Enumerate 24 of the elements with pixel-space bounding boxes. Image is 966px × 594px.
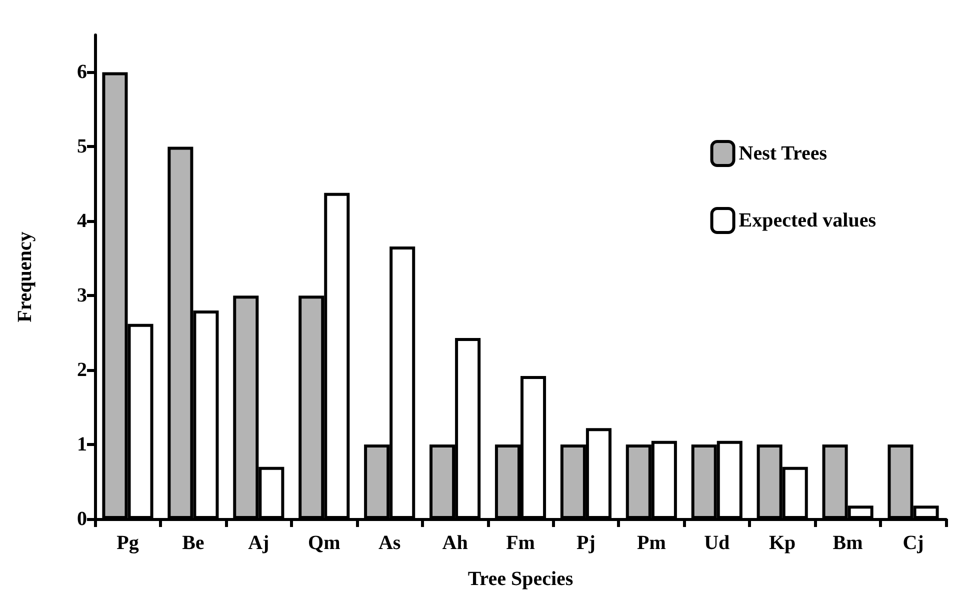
x-tick-label: Pg	[116, 532, 139, 554]
x-tick-label: Be	[182, 532, 204, 554]
y-axis-title: Frequency	[14, 232, 36, 322]
y-tick-label: 3	[77, 284, 87, 307]
x-axis-title: Tree Species	[468, 568, 574, 590]
y-tick-label: 4	[77, 210, 87, 232]
y-tick-label: 5	[77, 136, 87, 158]
x-tick-label: Kp	[769, 532, 796, 554]
x-tick-label: Aj	[248, 532, 270, 554]
x-tick-label: Ah	[442, 532, 468, 554]
x-tick-label: Bm	[832, 532, 864, 554]
legend-label: Expected values	[738, 210, 876, 232]
x-tick-label: Ud	[704, 532, 730, 554]
x-tick-label: Cj	[902, 532, 924, 554]
x-tick-label: As	[378, 532, 401, 554]
y-tick-label: 1	[77, 434, 87, 456]
legend-label: Nest Trees	[738, 142, 828, 164]
x-tick-label: Pm	[636, 532, 666, 554]
x-tick-label: Qm	[308, 532, 341, 554]
y-tick-label: 2	[77, 359, 87, 382]
y-tick-label: 6	[77, 61, 87, 84]
x-tick-label: Fm	[506, 532, 536, 554]
y-tick-label: 0	[77, 508, 87, 530]
x-tick-label: Pj	[576, 532, 596, 554]
